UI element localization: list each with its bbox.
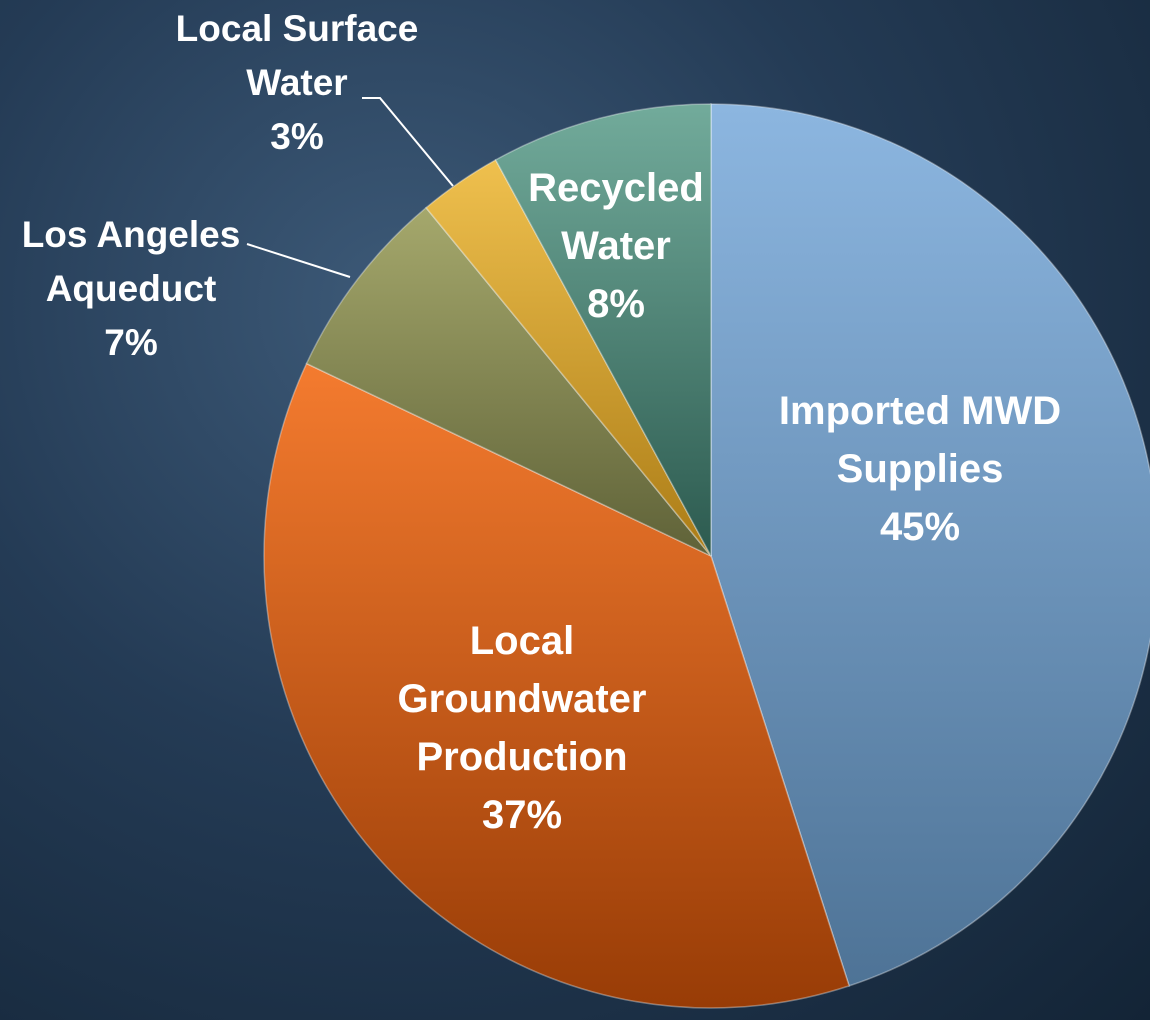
slice-name-line: Recycled xyxy=(528,166,704,210)
slice-name-line: Supplies xyxy=(837,447,1004,491)
slice-percent-label: 7% xyxy=(104,322,157,363)
slice-name-line: Imported MWD xyxy=(779,389,1061,433)
slice-recycled-water xyxy=(494,103,712,557)
slice-percent-label: 37% xyxy=(482,793,562,837)
slice-name-line: Local Surface xyxy=(176,8,419,49)
slice-los-angeles-aqueduct xyxy=(305,206,712,557)
pie-slices xyxy=(263,103,1150,1009)
slice-imported-mwd xyxy=(710,103,1150,987)
slice-name-line: Groundwater xyxy=(398,677,647,721)
slice-name-line: Water xyxy=(561,224,671,268)
slice-name-line: Los Angeles xyxy=(22,214,241,255)
slice-name-line: Local xyxy=(470,619,574,663)
slice-percent-label: 3% xyxy=(270,116,323,157)
label-imported-mwd: Imported MWD Supplies 45% xyxy=(779,389,1061,549)
slice-percent-label: 45% xyxy=(880,505,960,549)
slice-local-groundwater xyxy=(263,362,851,1009)
pie-labels: Imported MWD Supplies 45% Local Groundwater P… xyxy=(22,8,1061,837)
slice-name-line: Water xyxy=(246,62,347,103)
label-recycled-water: Recycled Water 8% xyxy=(528,166,704,326)
slice-local-surface-water xyxy=(425,158,712,557)
label-local-surface-water: Local Surface Water 3% xyxy=(176,8,419,157)
slice-name-line: Production xyxy=(416,735,627,779)
label-los-angeles-aqueduct: Los Angeles Aqueduct 7% xyxy=(22,214,241,363)
leader-line xyxy=(246,243,351,278)
slice-name-line: Aqueduct xyxy=(46,268,217,309)
label-local-groundwater: Local Groundwater Production 37% xyxy=(398,619,647,837)
leader-line xyxy=(362,97,454,187)
slice-percent-label: 8% xyxy=(587,282,645,326)
